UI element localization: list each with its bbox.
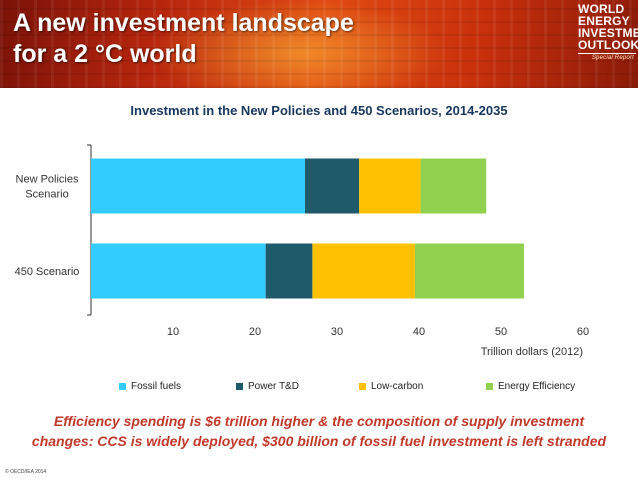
legend-item: Low-carbon <box>359 378 423 394</box>
legend-label: Energy Efficiency <box>498 380 576 392</box>
x-tick-label: 40 <box>413 326 425 338</box>
takeaway-line: changes: CCS is widely deployed, $300 bi… <box>31 433 607 449</box>
bar-segment <box>414 243 524 299</box>
bar-segment <box>420 158 487 214</box>
legend-swatch <box>486 382 493 390</box>
bar-segment <box>91 158 306 214</box>
x-axis-label: Trillion dollars (2012) <box>481 346 583 358</box>
x-tick-label: 50 <box>495 326 507 338</box>
legend-label: Power T&D <box>248 380 299 392</box>
banner-texture <box>0 0 638 88</box>
logo-line: INVESTMENT <box>578 26 638 40</box>
legend-swatch <box>236 382 243 390</box>
takeaway-line: Efficiency spending is $6 trillion highe… <box>53 413 585 429</box>
chart-legend: Fossil fuels Power T&D Low-carbon Energy Ef… <box>0 378 638 394</box>
stacked-bar-chart: New Policies Scenario 450 Scenario 10 20 30 40… <box>15 144 589 358</box>
slide-title: A new investment landscape for a 2 °C wo… <box>13 8 354 70</box>
takeaway-text: Efficiency spending is $6 trillion highe… <box>0 411 638 451</box>
x-tick-label: 60 <box>577 326 589 338</box>
x-tick-label: 20 <box>249 326 261 338</box>
x-tick-label: 10 <box>167 326 179 338</box>
category-label: 450 Scenario <box>15 266 80 278</box>
category-label: New Policies <box>16 174 79 186</box>
bar-segment <box>305 158 360 214</box>
category-label: Scenario <box>25 189 68 201</box>
copyright-notice: © OECD/IEA 2014 <box>5 469 47 475</box>
title-banner: A new investment landscape for a 2 °C wo… <box>0 0 638 88</box>
legend-label: Low-carbon <box>371 380 424 392</box>
logo-line: OUTLOOK <box>578 38 638 52</box>
legend-item: Energy Efficiency <box>486 378 575 394</box>
chart-title: Investment in the New Policies and 450 S… <box>130 103 508 118</box>
logo-line: ENERGY <box>578 14 630 28</box>
bar-segment <box>265 243 313 299</box>
weo-logo: WORLD ENERGY INVESTMENT OUTLOOK Special … <box>578 2 638 62</box>
legend-item: Power T&D <box>236 378 299 394</box>
logo-line: WORLD <box>578 2 625 16</box>
logo-subtitle: Special Report <box>578 53 636 62</box>
legend-swatch <box>119 382 126 390</box>
slide-title-line: for a 2 °C world <box>13 40 197 68</box>
legend-label: Fossil fuels <box>131 380 182 392</box>
slide-title-line: A new investment landscape <box>13 9 354 37</box>
bar-segment <box>359 158 421 214</box>
banner-glow <box>150 0 450 88</box>
bar-segment <box>91 243 266 299</box>
legend-swatch <box>359 382 366 390</box>
x-tick-label: 30 <box>331 326 343 338</box>
bar-segment <box>312 243 415 299</box>
legend-item: Fossil fuels <box>119 378 181 394</box>
